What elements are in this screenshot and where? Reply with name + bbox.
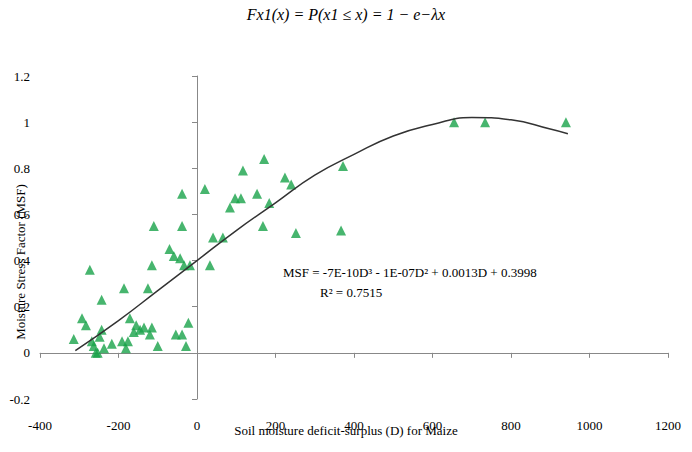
svg-text:0.4: 0.4 (14, 253, 31, 268)
svg-text:1.2: 1.2 (14, 69, 30, 84)
svg-text:1200: 1200 (655, 418, 681, 433)
svg-text:Fx1(x) = P(x1 ≤ x) = 1 − e−λx: Fx1(x) = P(x1 ≤ x) = 1 − e−λx (246, 6, 445, 24)
svg-text:1: 1 (24, 115, 31, 130)
svg-text:600: 600 (423, 418, 443, 433)
svg-text:0.8: 0.8 (14, 161, 30, 176)
svg-text:0: 0 (194, 418, 201, 433)
svg-text:R² = 0.7515: R² = 0.7515 (320, 285, 382, 300)
svg-text:0: 0 (24, 345, 31, 360)
svg-text:MSF = -7E-10D³ - 1E-07D² + 0.0: MSF = -7E-10D³ - 1E-07D² + 0.0013D + 0.3… (283, 265, 537, 280)
svg-text:-0.2: -0.2 (9, 392, 30, 407)
svg-text:-200: -200 (107, 418, 131, 433)
svg-text:-400: -400 (28, 418, 52, 433)
svg-text:0.6: 0.6 (14, 207, 31, 222)
svg-text:1000: 1000 (577, 418, 603, 433)
svg-text:0.2: 0.2 (14, 299, 30, 314)
svg-text:800: 800 (501, 418, 521, 433)
svg-text:200: 200 (266, 418, 286, 433)
svg-text:400: 400 (344, 418, 364, 433)
